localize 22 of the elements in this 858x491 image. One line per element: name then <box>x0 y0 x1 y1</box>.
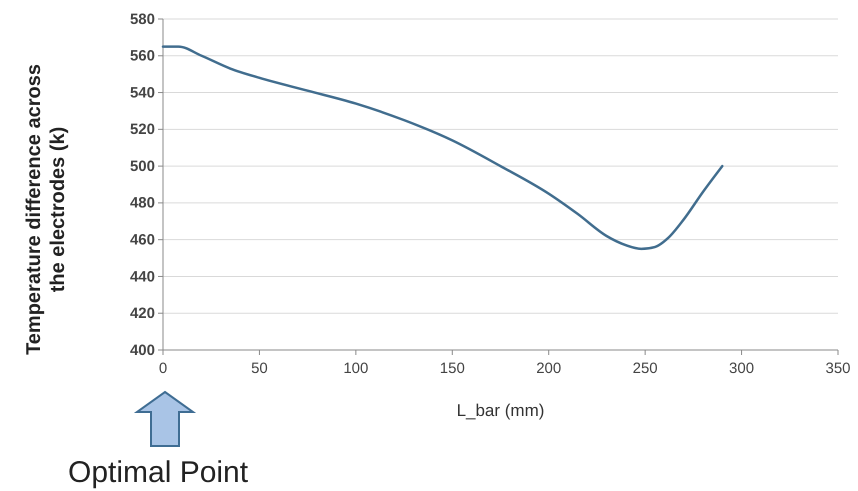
y-tick-label: 500 <box>130 158 155 175</box>
y-tick-label: 400 <box>130 342 155 359</box>
x-tick-label: 250 <box>632 360 658 377</box>
line-series <box>162 45 724 250</box>
y-axis-title: Temperature difference across the electrodes (k) <box>23 64 69 355</box>
x-tick-label: 350 <box>825 360 851 377</box>
y-tick-label: 420 <box>130 305 155 322</box>
y-tick-label: 520 <box>130 121 155 138</box>
x-tick-label: 300 <box>729 360 754 377</box>
y-tick-label: 580 <box>130 10 155 28</box>
x-tick-label: 50 <box>251 360 268 377</box>
x-axis-title: L_bar (mm) <box>456 401 544 420</box>
x-tick-label: 0 <box>158 360 168 377</box>
text: Optimal Point <box>68 456 249 489</box>
y-tick-label: 440 <box>130 268 155 286</box>
y-tick-label: 480 <box>130 194 155 212</box>
x-tick-label: 100 <box>343 360 368 377</box>
y-tick-label: 560 <box>130 48 155 65</box>
x-tick-label: 200 <box>536 360 562 377</box>
y-tick-label: 540 <box>130 84 155 102</box>
x-tick-label: 150 <box>440 360 465 377</box>
y-tick-label: 460 <box>130 231 155 248</box>
